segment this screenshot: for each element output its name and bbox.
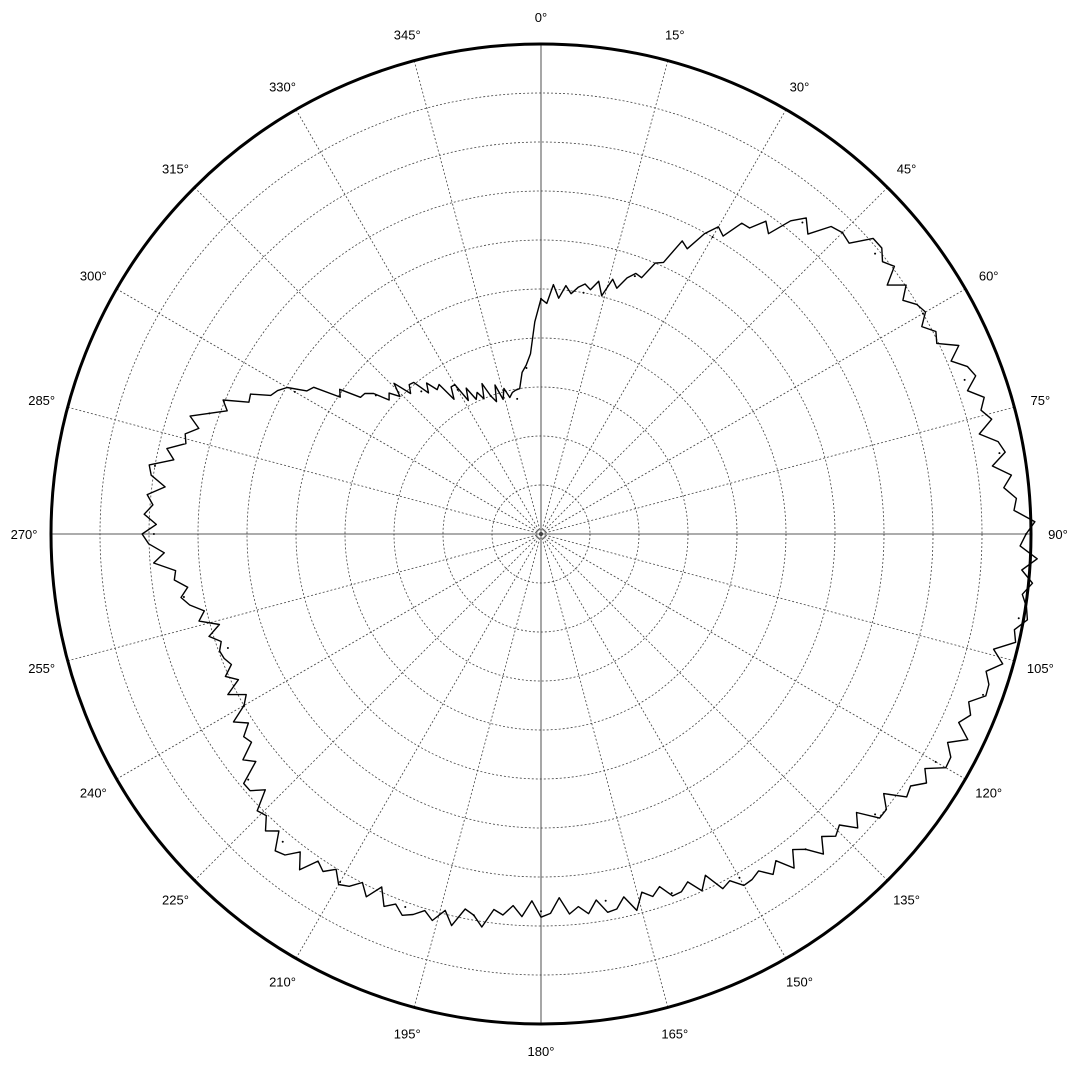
angle-tick-label: 30° <box>790 79 810 94</box>
data-point <box>670 892 673 895</box>
data-point <box>874 813 877 816</box>
data-point <box>472 914 475 917</box>
data-point <box>801 221 804 224</box>
data-point <box>489 394 492 397</box>
data-point <box>153 464 156 467</box>
angle-tick-label: 240° <box>80 785 107 800</box>
angle-tick-label: 15° <box>665 28 685 43</box>
angle-tick-label: 270° <box>11 527 38 542</box>
grid-spoke <box>116 533 542 780</box>
data-point <box>247 778 250 781</box>
angle-tick-label: 255° <box>28 661 55 676</box>
grid-spoke <box>67 406 542 535</box>
data-point <box>804 848 807 851</box>
grid-spoke <box>540 533 1015 662</box>
angle-tick-label: 180° <box>528 1044 555 1059</box>
grid-spoke <box>540 533 888 881</box>
grid-spoke <box>540 288 966 535</box>
grid-spoke <box>540 533 787 959</box>
grid-spoke <box>67 533 542 662</box>
data-point <box>456 388 459 391</box>
data-point <box>540 910 542 913</box>
grid-spoke <box>194 533 542 881</box>
grid-spoke <box>540 60 669 535</box>
data-point <box>934 760 937 763</box>
grid-spoke <box>194 187 542 535</box>
angle-tick-label: 0° <box>535 10 547 25</box>
data-point <box>738 876 741 879</box>
data-point <box>982 693 985 696</box>
series-line <box>141 217 1038 928</box>
data-point <box>1017 617 1020 620</box>
data-point <box>711 235 714 238</box>
angle-tick-label: 225° <box>162 893 189 908</box>
data-point <box>339 880 342 883</box>
angle-tick-label: 210° <box>269 975 296 990</box>
data-point <box>998 452 1001 455</box>
data-point <box>633 275 636 278</box>
grid-spoke <box>116 288 542 535</box>
data-point <box>516 397 519 400</box>
grid-spoke <box>540 533 669 1008</box>
grid-spoke <box>540 187 888 535</box>
angle-tick-label: 150° <box>786 975 813 990</box>
grid-spoke <box>413 60 542 535</box>
data-point <box>293 390 296 393</box>
angle-tick-label: 165° <box>661 1026 688 1041</box>
angle-tick-label: 135° <box>893 893 920 908</box>
angle-tick-label: 315° <box>162 161 189 176</box>
angle-tick-label: 285° <box>28 393 55 408</box>
angle-tick-label: 120° <box>975 785 1002 800</box>
polar-grid <box>50 43 1032 1025</box>
data-point <box>582 291 585 294</box>
data-point <box>404 905 407 908</box>
series-layer <box>141 217 1038 928</box>
data-point <box>604 899 607 902</box>
grid-spoke <box>295 533 542 959</box>
data-point <box>226 646 229 649</box>
data-point <box>242 704 245 707</box>
data-point <box>963 378 966 381</box>
grid-spoke <box>540 406 1015 535</box>
data-point <box>874 252 877 255</box>
data-point <box>208 412 211 415</box>
angle-tick-label: 45° <box>897 161 917 176</box>
grid-spoke <box>413 533 542 1008</box>
data-point <box>540 297 542 300</box>
angle-tick-label: 60° <box>979 269 999 284</box>
grid-spoke <box>540 533 966 780</box>
angle-tick-label: 195° <box>394 1026 421 1041</box>
angle-tick-label: 345° <box>394 28 421 43</box>
data-point <box>525 367 528 370</box>
angle-tick-label: 330° <box>269 79 296 94</box>
angle-tick-labels: 0° 15° 30° 45° 60° 75° 90° 105° 120° 135° 150° 165°… <box>11 10 1068 1059</box>
data-point <box>182 595 185 598</box>
angle-tick-label: 105° <box>1027 661 1054 676</box>
data-point <box>374 394 377 397</box>
data-point <box>281 840 284 843</box>
grid-spoke <box>295 109 542 535</box>
plot-frame <box>49 42 1033 1026</box>
data-point <box>1025 533 1028 535</box>
angle-tick-label: 90° <box>1048 527 1068 542</box>
data-point <box>841 231 844 234</box>
angle-tick-label: 300° <box>80 269 107 284</box>
grid-spoke <box>540 109 787 535</box>
angle-tick-label: 75° <box>1030 393 1050 408</box>
data-point <box>921 312 924 315</box>
data-point <box>420 390 423 393</box>
data-point <box>152 533 155 535</box>
